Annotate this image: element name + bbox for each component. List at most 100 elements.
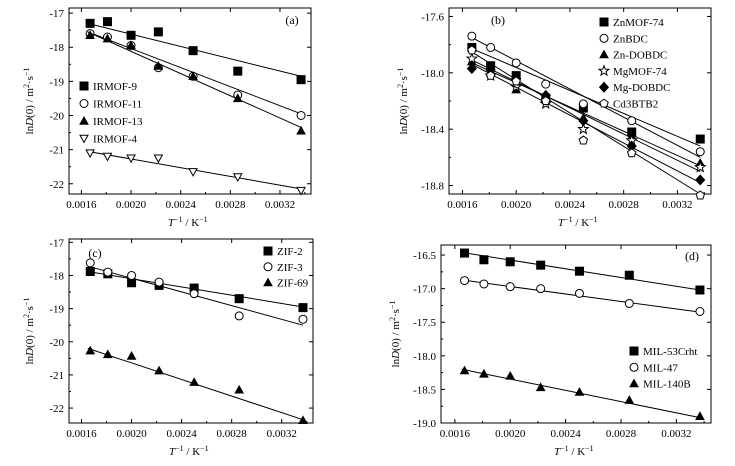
y-axis-label: lnD(0) / m2·s−1 <box>22 68 37 135</box>
fit-line <box>468 35 701 158</box>
y-tick-label: -17 <box>49 237 64 249</box>
data-point <box>479 279 489 289</box>
data-point <box>541 79 551 89</box>
data-point <box>102 33 113 43</box>
series-ZIF-2 <box>85 266 308 313</box>
legend-label: ZIF-2 <box>277 246 303 258</box>
legend-label: ZnBDC <box>613 33 648 45</box>
data-point <box>126 40 136 50</box>
y-tick-label: -22 <box>49 179 64 191</box>
data-point <box>296 125 306 135</box>
data-point <box>126 30 136 40</box>
legend: ZnMOF-74 ZnBDC Zn-DOBDC MgMOF-74 Mg-DOBDC Cd3… <box>597 17 670 111</box>
data-point <box>540 95 551 106</box>
x-axis-label: T−1 / K−1 <box>558 215 598 230</box>
data-point <box>298 314 308 324</box>
data-point <box>102 152 113 162</box>
x-axis-label: T−1 / K−1 <box>168 215 208 230</box>
data-point <box>153 27 163 37</box>
y-tick-label: -17.0 <box>413 284 436 296</box>
y-axis-label: lnD(0) / m2·s−1 <box>396 68 411 135</box>
legend-label: IRMOF-4 <box>93 134 138 146</box>
fit-line <box>468 49 701 195</box>
data-point <box>126 154 136 164</box>
y-tick-label: -18.0 <box>413 351 436 363</box>
y-tick-label: -19 <box>49 76 64 88</box>
panel-b: 0.0016 0.0020 0.0024 0.0028 0.0032 -18.8 -18.4… <box>396 7 712 230</box>
y-tick-label: -22 <box>49 403 64 415</box>
x-tick-label: 0.0016 <box>66 428 97 440</box>
x-tick-label: 0.0024 <box>166 428 197 440</box>
x-tick-label: 0.0032 <box>661 428 691 440</box>
data-point <box>578 135 589 145</box>
data-point <box>234 311 244 321</box>
panel-label: (a) <box>285 13 298 27</box>
data-point <box>695 190 706 200</box>
legend-label: MgMOF-74 <box>613 66 667 78</box>
legend-label: ZIF-69 <box>277 278 309 290</box>
panel-a: 0.0016 0.0020 0.0024 0.0028 0.0032 -22 -21 -20 -… <box>22 7 312 230</box>
y-tick-label: -18 <box>49 42 64 54</box>
x-tick-label: 0.0020 <box>116 199 147 211</box>
data-point <box>153 154 164 164</box>
x-tick-label: 0.0028 <box>215 199 246 211</box>
legend: MIL-53Crht MIL-47 MIL-140B <box>629 346 697 391</box>
y-axis-label: lnD(0) / m2·s−1 <box>22 298 37 365</box>
y-axis-label: lnD(0) / m2·s−1 <box>388 301 403 368</box>
legend-marker <box>599 33 609 43</box>
data-point <box>154 365 164 375</box>
legend-marker <box>598 81 610 93</box>
series-MIL-53Crht <box>460 248 705 295</box>
data-point <box>296 75 306 85</box>
panel-label: (b) <box>491 13 505 27</box>
data-point <box>189 377 199 386</box>
data-point <box>85 149 95 159</box>
legend-label: IRMOF-11 <box>93 99 142 111</box>
legend-label: Zn-DOBDC <box>613 50 667 62</box>
x-tick-label: 0.0020 <box>501 199 532 211</box>
data-point <box>154 277 164 287</box>
data-point <box>233 66 243 76</box>
legend-label: IRMOF-13 <box>93 116 143 128</box>
x-tick-label: 0.0024 <box>166 199 197 211</box>
x-axis-label: T−1 / K−1 <box>554 444 594 459</box>
x-tick-label: 0.0016 <box>447 199 478 211</box>
data-point <box>695 306 705 316</box>
data-point <box>466 63 477 75</box>
data-point <box>505 282 515 292</box>
data-point <box>535 382 546 392</box>
data-point <box>577 122 590 135</box>
data-point <box>624 395 635 404</box>
data-point <box>695 147 705 157</box>
data-point <box>485 70 496 80</box>
data-point <box>234 384 245 394</box>
legend-marker <box>599 98 609 108</box>
series-ZnBDC <box>467 31 705 158</box>
data-point <box>153 60 164 70</box>
data-point <box>511 58 521 68</box>
x-tick-label: 0.0032 <box>265 199 295 211</box>
y-tick-label: -18 <box>49 270 64 282</box>
y-tick-label: -17.6 <box>421 11 444 23</box>
data-point <box>103 267 113 277</box>
data-point <box>188 71 198 80</box>
data-point <box>695 174 706 186</box>
legend: IRMOF-9 IRMOF-11 IRMOF-13 IRMOF-4 <box>79 81 143 146</box>
data-point <box>127 270 137 280</box>
panel-d: 0.0016 0.0020 0.0024 0.0028 0.0032 -19.0 -18.5… <box>388 244 712 459</box>
x-tick-label: 0.0016 <box>66 199 97 211</box>
legend-label: IRMOF-9 <box>93 81 138 93</box>
series-ZIF-69 <box>85 345 308 425</box>
data-point <box>574 266 584 276</box>
data-point <box>460 276 470 286</box>
y-tick-label: -16.5 <box>413 250 436 262</box>
series-IRMOF-13 <box>85 30 306 135</box>
data-point <box>234 294 244 304</box>
legend-marker <box>79 134 89 144</box>
legend-label: MIL-47 <box>643 362 678 374</box>
data-point <box>85 18 95 28</box>
legend: ZIF-2 ZIF-3 ZIF-69 <box>263 246 309 290</box>
series-MIL-47 <box>460 276 705 316</box>
x-tick-label: 0.0028 <box>606 428 637 440</box>
data-point <box>624 298 634 308</box>
